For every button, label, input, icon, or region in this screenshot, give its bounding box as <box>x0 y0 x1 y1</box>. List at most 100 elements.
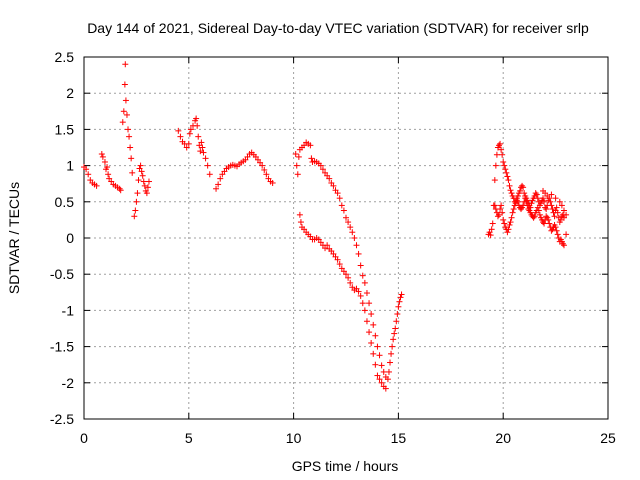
x-tick-label: 5 <box>185 430 193 446</box>
data-point <box>531 213 538 220</box>
data-point <box>493 151 500 158</box>
data-point <box>376 352 383 359</box>
data-point <box>217 175 224 182</box>
y-tick-label: -2 <box>62 375 75 391</box>
data-point <box>137 162 144 169</box>
data-point <box>349 229 356 236</box>
data-point <box>518 206 525 213</box>
data-point <box>366 300 373 307</box>
data-point <box>132 207 139 214</box>
data-point <box>545 216 552 223</box>
data-point <box>536 211 543 218</box>
data-point <box>533 191 540 198</box>
data-point <box>507 219 514 226</box>
data-point <box>122 61 129 68</box>
chart-title: Day 144 of 2021, Sidereal Day-to-day VTE… <box>87 20 589 36</box>
data-point <box>138 168 145 175</box>
data-point <box>295 153 302 160</box>
data-point <box>385 368 392 375</box>
data-point <box>326 175 333 182</box>
data-point <box>128 155 135 162</box>
data-point <box>199 144 206 151</box>
data-point <box>119 119 126 126</box>
x-tick-label: 10 <box>286 430 302 446</box>
data-point <box>530 214 537 221</box>
data-point <box>499 151 506 158</box>
data-point <box>361 279 368 286</box>
data-point <box>126 133 133 140</box>
x-axis-label: GPS time / hours <box>292 458 399 474</box>
data-point <box>120 108 127 115</box>
data-point <box>297 219 304 226</box>
data-point <box>548 202 555 209</box>
data-point <box>560 207 567 214</box>
data-point <box>308 155 315 162</box>
data-point <box>378 362 385 369</box>
x-tick-label: 25 <box>600 430 616 446</box>
data-point <box>319 166 326 173</box>
data-point <box>357 292 364 299</box>
data-point <box>537 200 544 207</box>
data-point <box>553 227 560 234</box>
data-point <box>398 291 405 298</box>
data-point <box>175 127 182 134</box>
data-point <box>523 198 530 205</box>
data-point <box>345 274 352 281</box>
data-point <box>514 198 521 205</box>
data-point <box>501 162 508 169</box>
data-point <box>101 158 108 165</box>
data-point <box>494 213 501 220</box>
data-point <box>135 177 142 184</box>
data-point <box>497 140 504 147</box>
data-point <box>548 227 555 234</box>
data-point <box>127 144 134 151</box>
data-point <box>99 153 106 160</box>
data-point <box>563 211 570 218</box>
data-point <box>508 190 515 197</box>
data-point <box>296 211 303 218</box>
data-point <box>363 290 370 297</box>
data-point <box>392 325 399 332</box>
data-point <box>524 202 531 209</box>
data-point <box>324 242 331 249</box>
data-point <box>380 368 387 375</box>
data-point <box>534 195 541 202</box>
data-point <box>372 332 379 339</box>
data-point <box>395 303 402 310</box>
data-point <box>394 311 401 318</box>
data-point <box>183 144 190 151</box>
data-point <box>361 307 368 314</box>
data-point <box>198 139 205 146</box>
data-point <box>559 240 566 247</box>
data-point <box>83 166 90 173</box>
x-tick-label: 15 <box>391 430 407 446</box>
data-point <box>543 213 550 220</box>
data-point <box>488 226 495 233</box>
data-point <box>541 198 548 205</box>
data-point <box>293 162 300 169</box>
data-point <box>122 97 129 104</box>
data-point <box>368 339 375 346</box>
data-point <box>506 221 513 228</box>
data-point <box>336 261 343 268</box>
data-point <box>378 379 385 386</box>
data-point <box>347 224 354 231</box>
data-point <box>259 162 266 169</box>
data-point <box>504 229 511 236</box>
data-point <box>551 213 558 220</box>
data-point <box>357 262 364 269</box>
data-point <box>133 198 140 205</box>
data-point <box>541 220 548 227</box>
data-point <box>140 178 147 185</box>
y-tick-label: 1.5 <box>55 121 75 137</box>
data-point <box>269 179 276 186</box>
data-point <box>355 250 362 257</box>
data-point <box>353 242 360 249</box>
data-point <box>390 336 397 343</box>
data-point <box>387 359 394 366</box>
data-point <box>507 187 514 194</box>
data-point <box>389 343 396 350</box>
data-point <box>491 202 498 209</box>
data-point <box>194 122 201 129</box>
